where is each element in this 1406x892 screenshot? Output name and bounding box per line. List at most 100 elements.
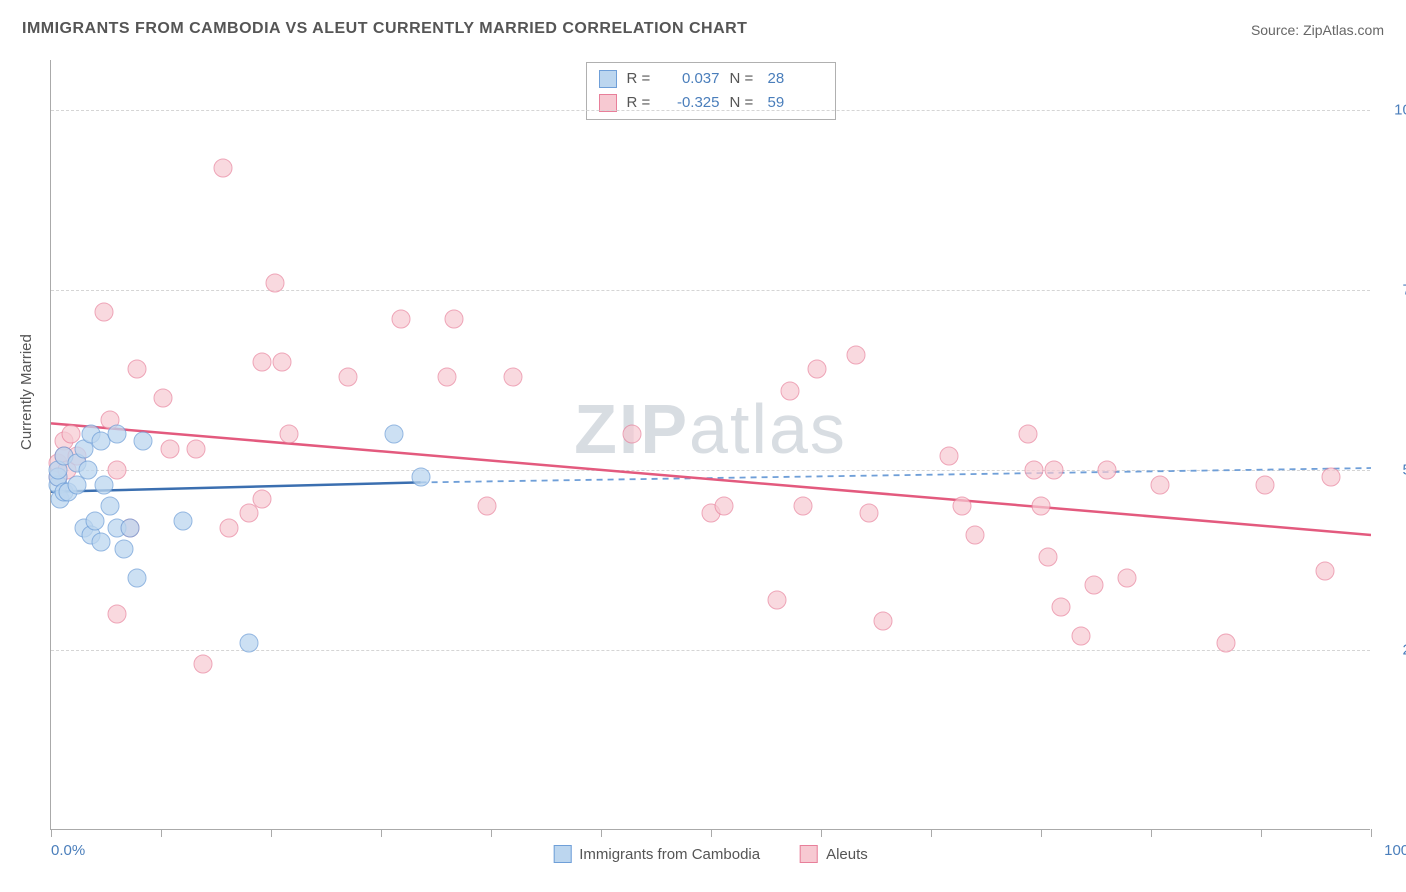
n-label: N = (730, 67, 758, 91)
x-tick (161, 829, 162, 837)
data-point (781, 382, 800, 401)
legend-swatch (553, 845, 571, 863)
x-tick (1261, 829, 1262, 837)
gridline (51, 110, 1370, 111)
data-point (438, 367, 457, 386)
data-point (715, 497, 734, 516)
data-point (1256, 475, 1275, 494)
x-tick (271, 829, 272, 837)
data-point (1117, 569, 1136, 588)
data-point (1216, 633, 1235, 652)
data-point (411, 468, 430, 487)
legend-series-item: Aleuts (800, 845, 868, 863)
x-tick (1371, 829, 1372, 837)
data-point (174, 511, 193, 530)
legend-series: Immigrants from Cambodia Aleuts (553, 845, 868, 863)
n-label: N = (730, 91, 758, 115)
n-value: 28 (768, 67, 823, 91)
data-point (253, 353, 272, 372)
x-tick (381, 829, 382, 837)
data-point (134, 432, 153, 451)
legend-series-item: Immigrants from Cambodia (553, 845, 760, 863)
n-value: 59 (768, 91, 823, 115)
legend-series-label: Immigrants from Cambodia (579, 846, 760, 863)
data-point (1032, 497, 1051, 516)
legend-series-label: Aleuts (826, 846, 868, 863)
data-point (85, 511, 104, 530)
legend-swatch (599, 70, 617, 88)
gridline (51, 290, 1370, 291)
data-point (1150, 475, 1169, 494)
data-point (1071, 626, 1090, 645)
data-point (127, 569, 146, 588)
data-point (94, 475, 113, 494)
data-point (279, 425, 298, 444)
data-point (847, 346, 866, 365)
x-tick (491, 829, 492, 837)
data-point (1045, 461, 1064, 480)
data-point (860, 504, 879, 523)
data-point (1018, 425, 1037, 444)
data-point (108, 605, 127, 624)
y-tick-label: 25.0% (1380, 642, 1406, 659)
data-point (273, 353, 292, 372)
watermark: ZIPatlas (574, 389, 847, 469)
x-tick (711, 829, 712, 837)
legend-stats-row: R = 0.037 N = 28 (599, 67, 823, 91)
source-value: ZipAtlas.com (1303, 22, 1384, 38)
source-label: Source: (1251, 22, 1303, 38)
data-point (1315, 561, 1334, 580)
data-point (94, 302, 113, 321)
data-point (873, 612, 892, 631)
legend-swatch (800, 845, 818, 863)
data-point (127, 360, 146, 379)
data-point (1098, 461, 1117, 480)
data-point (504, 367, 523, 386)
data-point (121, 518, 140, 537)
data-point (154, 389, 173, 408)
data-point (385, 425, 404, 444)
x-tick (821, 829, 822, 837)
source-attribution: Source: ZipAtlas.com (1251, 22, 1384, 38)
data-point (213, 158, 232, 177)
plot-area: ZIPatlas R =0.037N =28R =-0.325N =59 Imm… (50, 60, 1370, 830)
trend-lines (51, 60, 1371, 830)
data-point (220, 518, 239, 537)
data-point (622, 425, 641, 444)
r-value: -0.325 (665, 91, 720, 115)
r-label: R = (627, 67, 655, 91)
data-point (444, 310, 463, 329)
y-tick-label: 100.0% (1380, 102, 1406, 119)
y-tick-label: 75.0% (1380, 282, 1406, 299)
data-point (1038, 547, 1057, 566)
data-point (1084, 576, 1103, 595)
data-point (391, 310, 410, 329)
data-point (92, 533, 111, 552)
x-tick (1041, 829, 1042, 837)
data-point (952, 497, 971, 516)
chart-title: IMMIGRANTS FROM CAMBODIA VS ALEUT CURREN… (22, 20, 747, 38)
data-point (1025, 461, 1044, 480)
x-tick (1151, 829, 1152, 837)
data-point (193, 655, 212, 674)
data-point (108, 425, 127, 444)
data-point (266, 274, 285, 293)
x-tick-label: 0.0% (51, 842, 85, 859)
gridline (51, 470, 1370, 471)
data-point (160, 439, 179, 458)
x-tick (931, 829, 932, 837)
data-point (114, 540, 133, 559)
data-point (477, 497, 496, 516)
data-point (101, 497, 120, 516)
data-point (1051, 597, 1070, 616)
data-point (253, 489, 272, 508)
data-point (807, 360, 826, 379)
data-point (339, 367, 358, 386)
legend-stats-row: R =-0.325N =59 (599, 91, 823, 115)
data-point (187, 439, 206, 458)
data-point (1322, 468, 1341, 487)
r-value: 0.037 (665, 67, 720, 91)
x-tick-label: 100.0% (1384, 842, 1406, 859)
legend-swatch (599, 94, 617, 112)
data-point (966, 525, 985, 544)
